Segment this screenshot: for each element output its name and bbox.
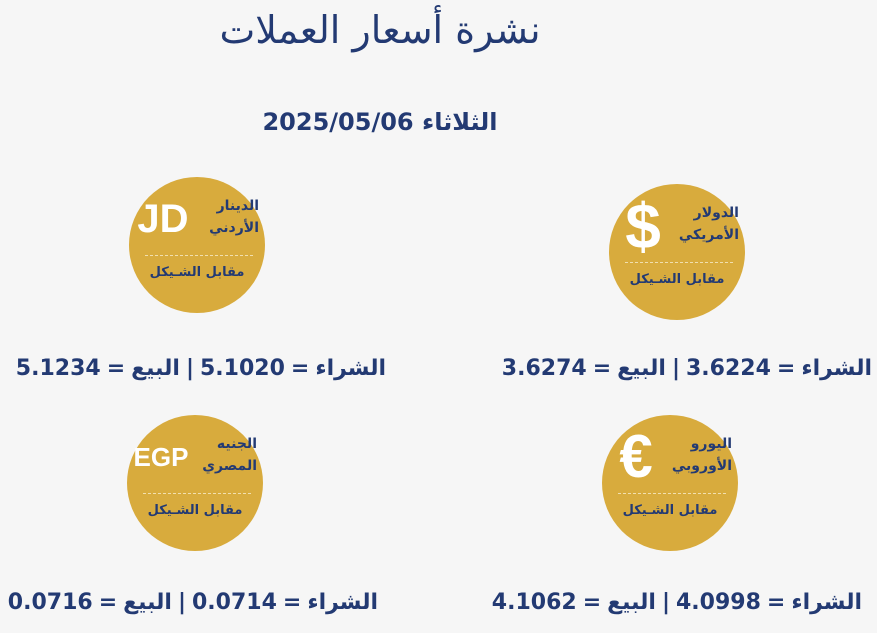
buy-value: 0.0714 xyxy=(191,590,277,615)
buy-label: الشراء xyxy=(315,356,386,381)
buy-label: الشراء xyxy=(801,356,872,381)
currency-symbol-icon: € xyxy=(619,423,653,490)
currency-name: اليورو الأوروبي xyxy=(671,436,732,474)
buy-value: 5.1020 xyxy=(199,356,285,381)
currency-symbol-icon: JD xyxy=(137,197,189,241)
sell-value: 5.1234 xyxy=(15,356,101,381)
buy-value: 3.6224 xyxy=(685,356,771,381)
currency-name: الدينار الأردني xyxy=(209,198,259,236)
against-label: مقابل الشـيكل xyxy=(149,265,245,280)
rates-line: 3.6274 = البيع | 3.6224 = الشراء xyxy=(502,356,872,381)
separator: = xyxy=(98,590,118,615)
separator: = xyxy=(592,356,612,381)
buy-value: 4.0998 xyxy=(675,590,761,615)
sell-value: 4.1062 xyxy=(491,590,577,615)
sell-value: 3.6274 xyxy=(501,356,587,381)
rates-line: 0.0716 = البيع | 0.0714 = الشراء xyxy=(8,590,378,615)
separator: = xyxy=(776,356,796,381)
divider xyxy=(618,493,726,494)
sell-label: البيع xyxy=(617,356,666,381)
currency-symbol-icon: $ xyxy=(625,190,661,262)
against-label: مقابل الشـيكل xyxy=(629,272,725,287)
currency-symbol-icon: EGP xyxy=(133,442,189,472)
date: الثلاثاء 2025/05/06 xyxy=(262,108,498,136)
separator: | xyxy=(671,356,680,381)
separator: = xyxy=(106,356,126,381)
currency-coin: JD الدينار الأردني مقابل الشـيكل xyxy=(129,177,265,313)
sell-label: البيع xyxy=(131,356,180,381)
sell-label: البيع xyxy=(123,590,172,615)
currency-coin: $ الدولار الأمريكي مقابل الشـيكل xyxy=(609,184,745,320)
rates-line: 4.1062 = البيع | 4.0998 = الشراء xyxy=(492,590,862,615)
divider xyxy=(145,255,253,256)
separator: = xyxy=(766,590,786,615)
divider xyxy=(143,493,251,494)
page-title: نشرة أسعار العملات xyxy=(219,8,541,52)
divider xyxy=(625,262,733,263)
currency-name: الجنيه المصري xyxy=(202,436,257,474)
sell-value: 0.0716 xyxy=(7,590,93,615)
separator: = xyxy=(290,356,310,381)
against-label: مقابل الشـيكل xyxy=(147,503,243,518)
buy-label: الشراء xyxy=(791,590,862,615)
separator: = xyxy=(282,590,302,615)
sell-label: البيع xyxy=(607,590,656,615)
separator: | xyxy=(661,590,670,615)
rates-line: 5.1234 = البيع | 5.1020 = الشراء xyxy=(16,356,386,381)
separator: | xyxy=(177,590,186,615)
currency-name: الدولار الأمريكي xyxy=(678,205,739,243)
buy-label: الشراء xyxy=(307,590,378,615)
separator: = xyxy=(582,590,602,615)
currency-coin: € اليورو الأوروبي مقابل الشـيكل xyxy=(602,415,738,551)
separator: | xyxy=(185,356,194,381)
against-label: مقابل الشـيكل xyxy=(622,503,718,518)
currency-coin: EGP الجنيه المصري مقابل الشـيكل xyxy=(127,415,263,551)
